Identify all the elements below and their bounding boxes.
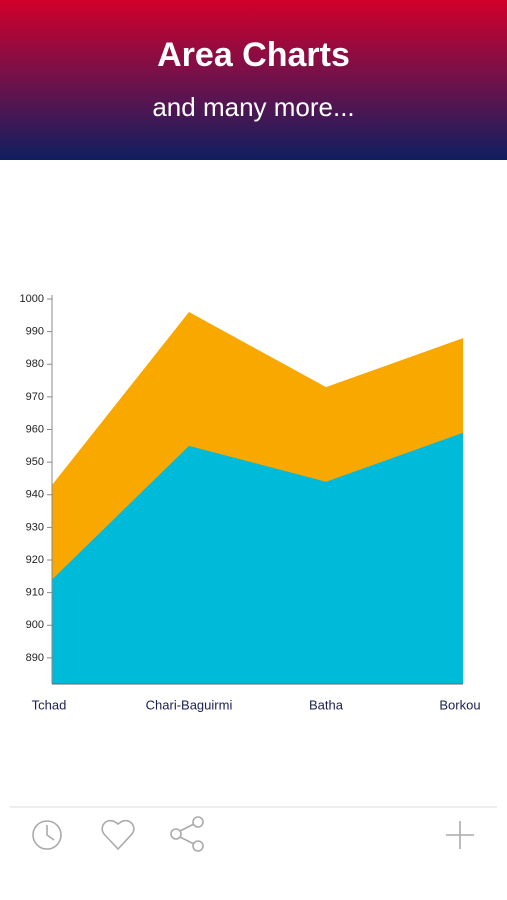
y-tick-label: 960: [26, 423, 44, 435]
add-button[interactable]: [446, 821, 474, 849]
share-button[interactable]: [170, 816, 204, 852]
y-tick-label: 920: [26, 554, 44, 566]
y-tick-label: 950: [26, 456, 44, 468]
y-tick-label: 970: [26, 391, 44, 403]
y-tick-label: 990: [26, 326, 44, 338]
y-tick-label: 1000: [20, 293, 44, 305]
x-tick-label: Borkou: [439, 697, 480, 712]
y-tick-label: 890: [26, 652, 44, 664]
area: [52, 432, 463, 684]
toolbar: [32, 816, 474, 852]
y-tick-label: 910: [26, 587, 44, 599]
y-tick-label: 940: [26, 489, 44, 501]
x-tick-label: Tchad: [32, 697, 67, 712]
x-tick-label: Chari-Baguirmi: [146, 697, 233, 712]
header-subtitle: and many more...: [152, 92, 355, 122]
y-tick-label: 930: [26, 521, 44, 533]
favorite-button[interactable]: [101, 819, 135, 851]
header-title: Area Charts: [157, 36, 350, 74]
history-button[interactable]: [32, 820, 62, 850]
y-tick-label: 980: [26, 358, 44, 370]
x-tick-label: Batha: [309, 697, 344, 712]
header: Area Charts and many more...: [0, 0, 507, 160]
y-tick-label: 900: [26, 619, 44, 631]
